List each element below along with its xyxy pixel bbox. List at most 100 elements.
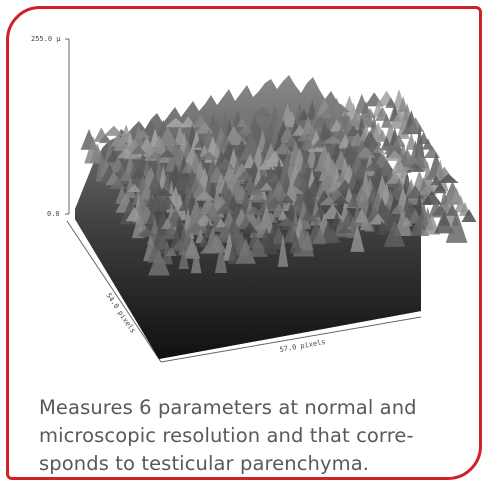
surface-peak [136,227,157,237]
surface-peak [364,107,377,119]
surface-peak [300,138,316,150]
surface-peak [194,189,216,201]
surface-peak [392,134,406,147]
surface-peak [423,213,441,235]
surface-peak [98,134,113,144]
surface-peak [181,161,196,174]
surface-peak [277,233,289,267]
surface-peak [254,220,270,230]
surface-peak [180,116,196,128]
surface-peak [276,217,299,226]
surface-peak [215,218,227,228]
surface-peak [161,217,174,230]
surface-plot: 255.0 µ 0.0 [9,9,479,379]
surface-peak [236,169,256,181]
surface-peak [417,154,430,169]
surface-peak [199,242,218,254]
surface-peak [103,125,125,136]
surface-peak [461,209,477,223]
surface-peak [422,138,434,150]
surface-peak [165,117,187,128]
surface-peak [263,234,278,255]
surface-peak [158,149,177,158]
surface-peak [401,217,413,227]
surface-peaks [80,89,477,276]
surface-peak [116,146,136,159]
depth-axis-line [66,220,162,363]
surface-peak [334,179,356,194]
surface-peak [293,101,306,127]
surface-peak [438,173,459,184]
surface-peak [372,144,385,153]
surface-peak [127,183,141,192]
surface-peak [227,132,249,145]
info-card: 255.0 µ 0.0 Measures 6 parameters at nor… [6,6,482,480]
surface-peak [280,194,295,204]
surface-peak [401,125,414,135]
surface-peak [131,213,145,239]
surface-peak [130,145,147,155]
surface-peak [312,228,328,244]
surface-peak [178,200,189,211]
surface-peak [214,202,236,214]
surface-peak [186,221,207,234]
surface-peak [383,218,406,247]
surface-peak [363,160,385,172]
surface-peak [119,169,133,181]
surface-peak [406,162,425,173]
surface-peak [306,191,318,203]
surface-peak [165,247,178,257]
surface-peak [135,129,150,138]
surface-peak [331,104,351,113]
surface-peak [199,151,219,160]
surface-peak [285,133,298,148]
surface-peak [124,176,136,199]
surface-peak [268,173,282,183]
surface-peak [385,150,405,161]
surface-peak [194,137,207,148]
surface-peak [446,203,459,216]
surface-peak [314,205,327,218]
surface-peak [146,196,164,206]
surface-peak [235,237,256,264]
surface-peak [173,147,187,158]
surface-peak [289,231,302,254]
z-axis-min-label: 0.0 [47,210,60,218]
surface-peak [260,181,274,191]
surface-peak [409,215,430,236]
surface-peak [286,185,304,195]
surface-peak [304,214,320,223]
surface-peak [418,131,430,144]
z-axis-max-label: 255.0 µ [31,35,61,43]
surface-peak [147,150,163,159]
surface-peak [350,223,365,252]
surface-peak [111,139,133,152]
surface-peak [364,221,375,232]
surface-peak [377,129,388,141]
surface-peak [263,211,278,223]
width-axis-line [160,316,422,363]
surface-peak [277,210,289,221]
surface-peak [176,177,192,188]
surface-peak [297,131,311,142]
surface-peak [153,187,174,197]
surface-peak [355,146,376,158]
surface-peak [376,220,388,235]
surface-peak [313,159,328,172]
surface-peak [297,108,310,121]
caption-text: Measures 6 parameters at normal and micr… [39,396,417,475]
surface-peak [332,195,350,205]
surface-peak [433,182,447,194]
surface-peak [327,181,339,192]
surface-peak [248,236,268,257]
surface-peak [347,193,360,208]
surface-peak [214,241,228,273]
surface-peak [324,226,341,243]
surface-peak [385,97,397,108]
surface-peak [321,135,344,144]
surface-peak [244,206,264,215]
surface-peak [148,249,170,276]
surface-peak [381,113,392,128]
surface-peak [335,126,347,139]
surface-peak [238,123,254,134]
